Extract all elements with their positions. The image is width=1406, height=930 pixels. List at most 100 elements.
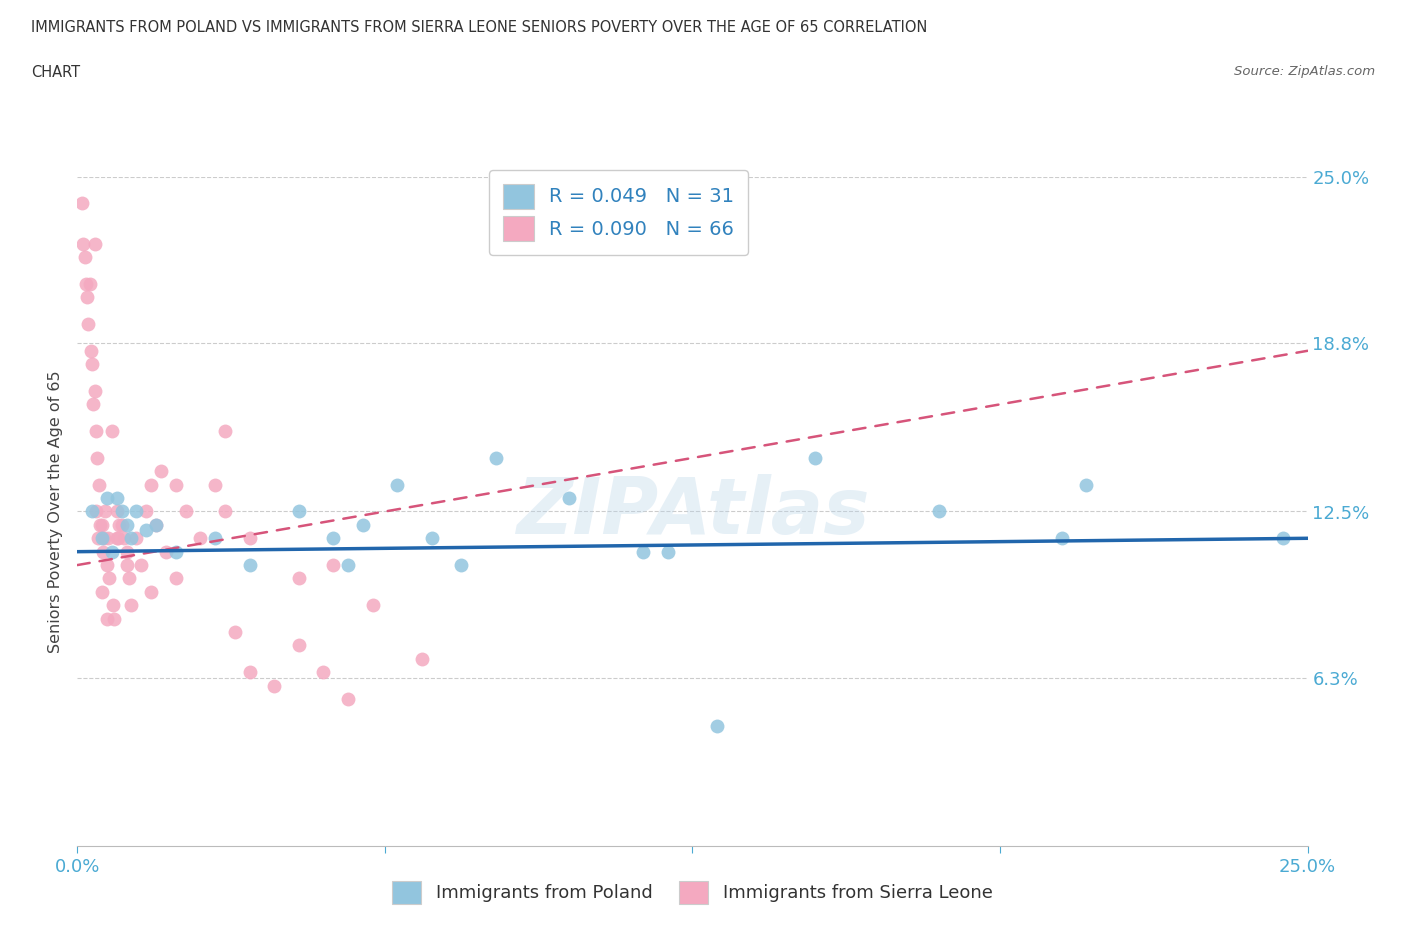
Point [165,571,187,586]
Point [125,531,148,546]
Point [706,718,728,733]
Text: CHART: CHART [31,65,80,80]
Point [72,236,94,251]
Point [385,477,409,492]
Point [112,531,135,546]
Point [928,504,950,519]
Point [633,544,655,559]
Point [82,504,104,519]
Point [118,571,141,586]
Point [101,598,124,613]
Point [352,517,374,532]
Point [77,316,100,331]
Point [97,531,120,546]
Point [288,504,311,519]
Point [79,276,101,291]
Point [174,504,197,519]
Point [105,504,128,519]
Point [84,424,107,439]
Point [263,678,285,693]
Point [214,504,236,519]
Y-axis label: Seniors Poverty Over the Age of 65: Seniors Poverty Over the Age of 65 [48,370,63,653]
Point [450,558,472,573]
Point [90,531,114,546]
Text: IMMIGRANTS FROM POLAND VS IMMIGRANTS FROM SIERRA LEONE SENIORS POVERTY OVER THE : IMMIGRANTS FROM POLAND VS IMMIGRANTS FRO… [31,20,928,35]
Point [75,276,97,291]
Point [312,665,335,680]
Point [86,450,108,465]
Point [87,531,110,546]
Point [101,544,124,559]
Point [239,665,262,680]
Point [108,517,131,532]
Point [105,491,128,506]
Point [115,558,138,573]
Point [145,517,167,532]
Point [76,290,98,305]
Point [82,397,104,412]
Point [115,517,138,532]
Point [98,571,121,586]
Point [337,558,360,573]
Point [322,558,344,573]
Point [150,464,173,479]
Point [141,584,163,599]
Point [129,558,153,573]
Point [105,531,128,546]
Point [141,477,163,492]
Point [121,531,143,546]
Point [125,504,148,519]
Point [135,504,157,519]
Point [155,544,177,559]
Point [165,544,187,559]
Point [558,491,581,506]
Point [90,584,114,599]
Point [165,477,187,492]
Point [288,638,311,653]
Point [322,531,344,546]
Point [188,531,212,546]
Point [101,424,124,439]
Point [91,544,114,559]
Point [657,544,679,559]
Point [224,625,246,640]
Point [79,343,101,358]
Text: Source: ZipAtlas.com: Source: ZipAtlas.com [1234,65,1375,78]
Point [411,651,433,666]
Point [89,517,111,532]
Point [84,504,107,519]
Point [337,692,360,707]
Point [361,598,384,613]
Point [111,504,132,519]
Point [96,491,118,506]
Point [1272,531,1295,546]
Point [1076,477,1098,492]
Point [83,236,105,251]
Point [485,450,508,465]
Point [1050,531,1073,546]
Point [96,611,118,626]
Point [90,517,114,532]
Point [804,450,827,465]
Point [111,517,132,532]
Point [239,558,262,573]
Point [420,531,443,546]
Point [93,531,115,546]
Point [103,611,125,626]
Legend: Immigrants from Poland, Immigrants from Sierra Leone: Immigrants from Poland, Immigrants from … [385,873,1000,910]
Point [89,477,111,492]
Point [239,531,262,546]
Point [204,477,226,492]
Point [107,531,129,546]
Point [94,504,117,519]
Point [115,544,138,559]
Point [96,558,118,573]
Point [82,357,104,372]
Point [73,249,96,264]
Point [83,383,105,398]
Point [214,424,236,439]
Point [288,571,311,586]
Point [70,196,93,211]
Point [145,517,167,532]
Point [121,598,143,613]
